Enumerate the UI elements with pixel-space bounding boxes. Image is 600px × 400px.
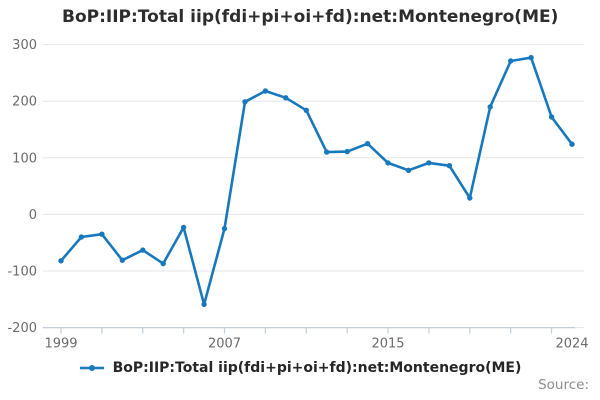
data-point[interactable] [446, 163, 453, 169]
y-tick-label: 0 [29, 208, 37, 223]
data-point[interactable] [58, 258, 64, 264]
y-tick-label: -200 [7, 321, 37, 336]
data-point[interactable] [201, 301, 207, 308]
series-line[interactable] [59, 56, 574, 306]
data-point[interactable] [508, 58, 514, 64]
data-point[interactable] [405, 167, 412, 173]
data-point[interactable] [180, 224, 187, 231]
data-point[interactable] [160, 260, 166, 267]
data-point[interactable] [99, 231, 105, 237]
data-point[interactable] [385, 160, 391, 166]
legend-item[interactable]: BoP:IIP:Total iip(fdi+pi+oi+fd):net:Mont… [79, 360, 522, 376]
legend-item-label: BoP:IIP:Total iip(fdi+pi+oi+fd):net:Mont… [112, 360, 522, 376]
x-tick-label: 2007 [208, 337, 241, 352]
data-point[interactable] [242, 99, 248, 105]
x-tick-label: 2024 [555, 337, 588, 352]
data-point[interactable] [426, 160, 432, 166]
chart-title: BoP:IIP:Total iip(fdi+pi+oi+fd):net:Mont… [62, 7, 559, 27]
data-point[interactable] [140, 247, 146, 253]
y-tick-label: 200 [12, 95, 37, 110]
data-point[interactable] [324, 149, 330, 155]
data-point[interactable] [283, 95, 289, 101]
data-point[interactable] [364, 141, 371, 147]
data-point[interactable] [467, 195, 473, 201]
data-point[interactable] [487, 104, 493, 110]
y-tick-label: 100 [12, 151, 37, 166]
legend: BoP:IIP:Total iip(fdi+pi+oi+fd):net:Mont… [0, 360, 600, 376]
legend-line-marker-icon [79, 365, 104, 371]
source-label: Source: [538, 377, 589, 393]
y-tick-label: 300 [12, 38, 37, 53]
y-tick-label: -100 [7, 265, 37, 280]
data-point[interactable] [119, 257, 126, 263]
x-tick-label: 2015 [371, 337, 404, 352]
data-point[interactable] [569, 141, 575, 147]
data-point[interactable] [303, 107, 309, 114]
x-tick-label: 1999 [44, 337, 77, 352]
data-point[interactable] [221, 225, 228, 232]
data-point[interactable] [262, 88, 269, 94]
data-point[interactable] [548, 114, 555, 120]
data-point[interactable] [344, 148, 350, 155]
data-point[interactable] [528, 54, 534, 61]
data-point[interactable] [78, 234, 85, 240]
